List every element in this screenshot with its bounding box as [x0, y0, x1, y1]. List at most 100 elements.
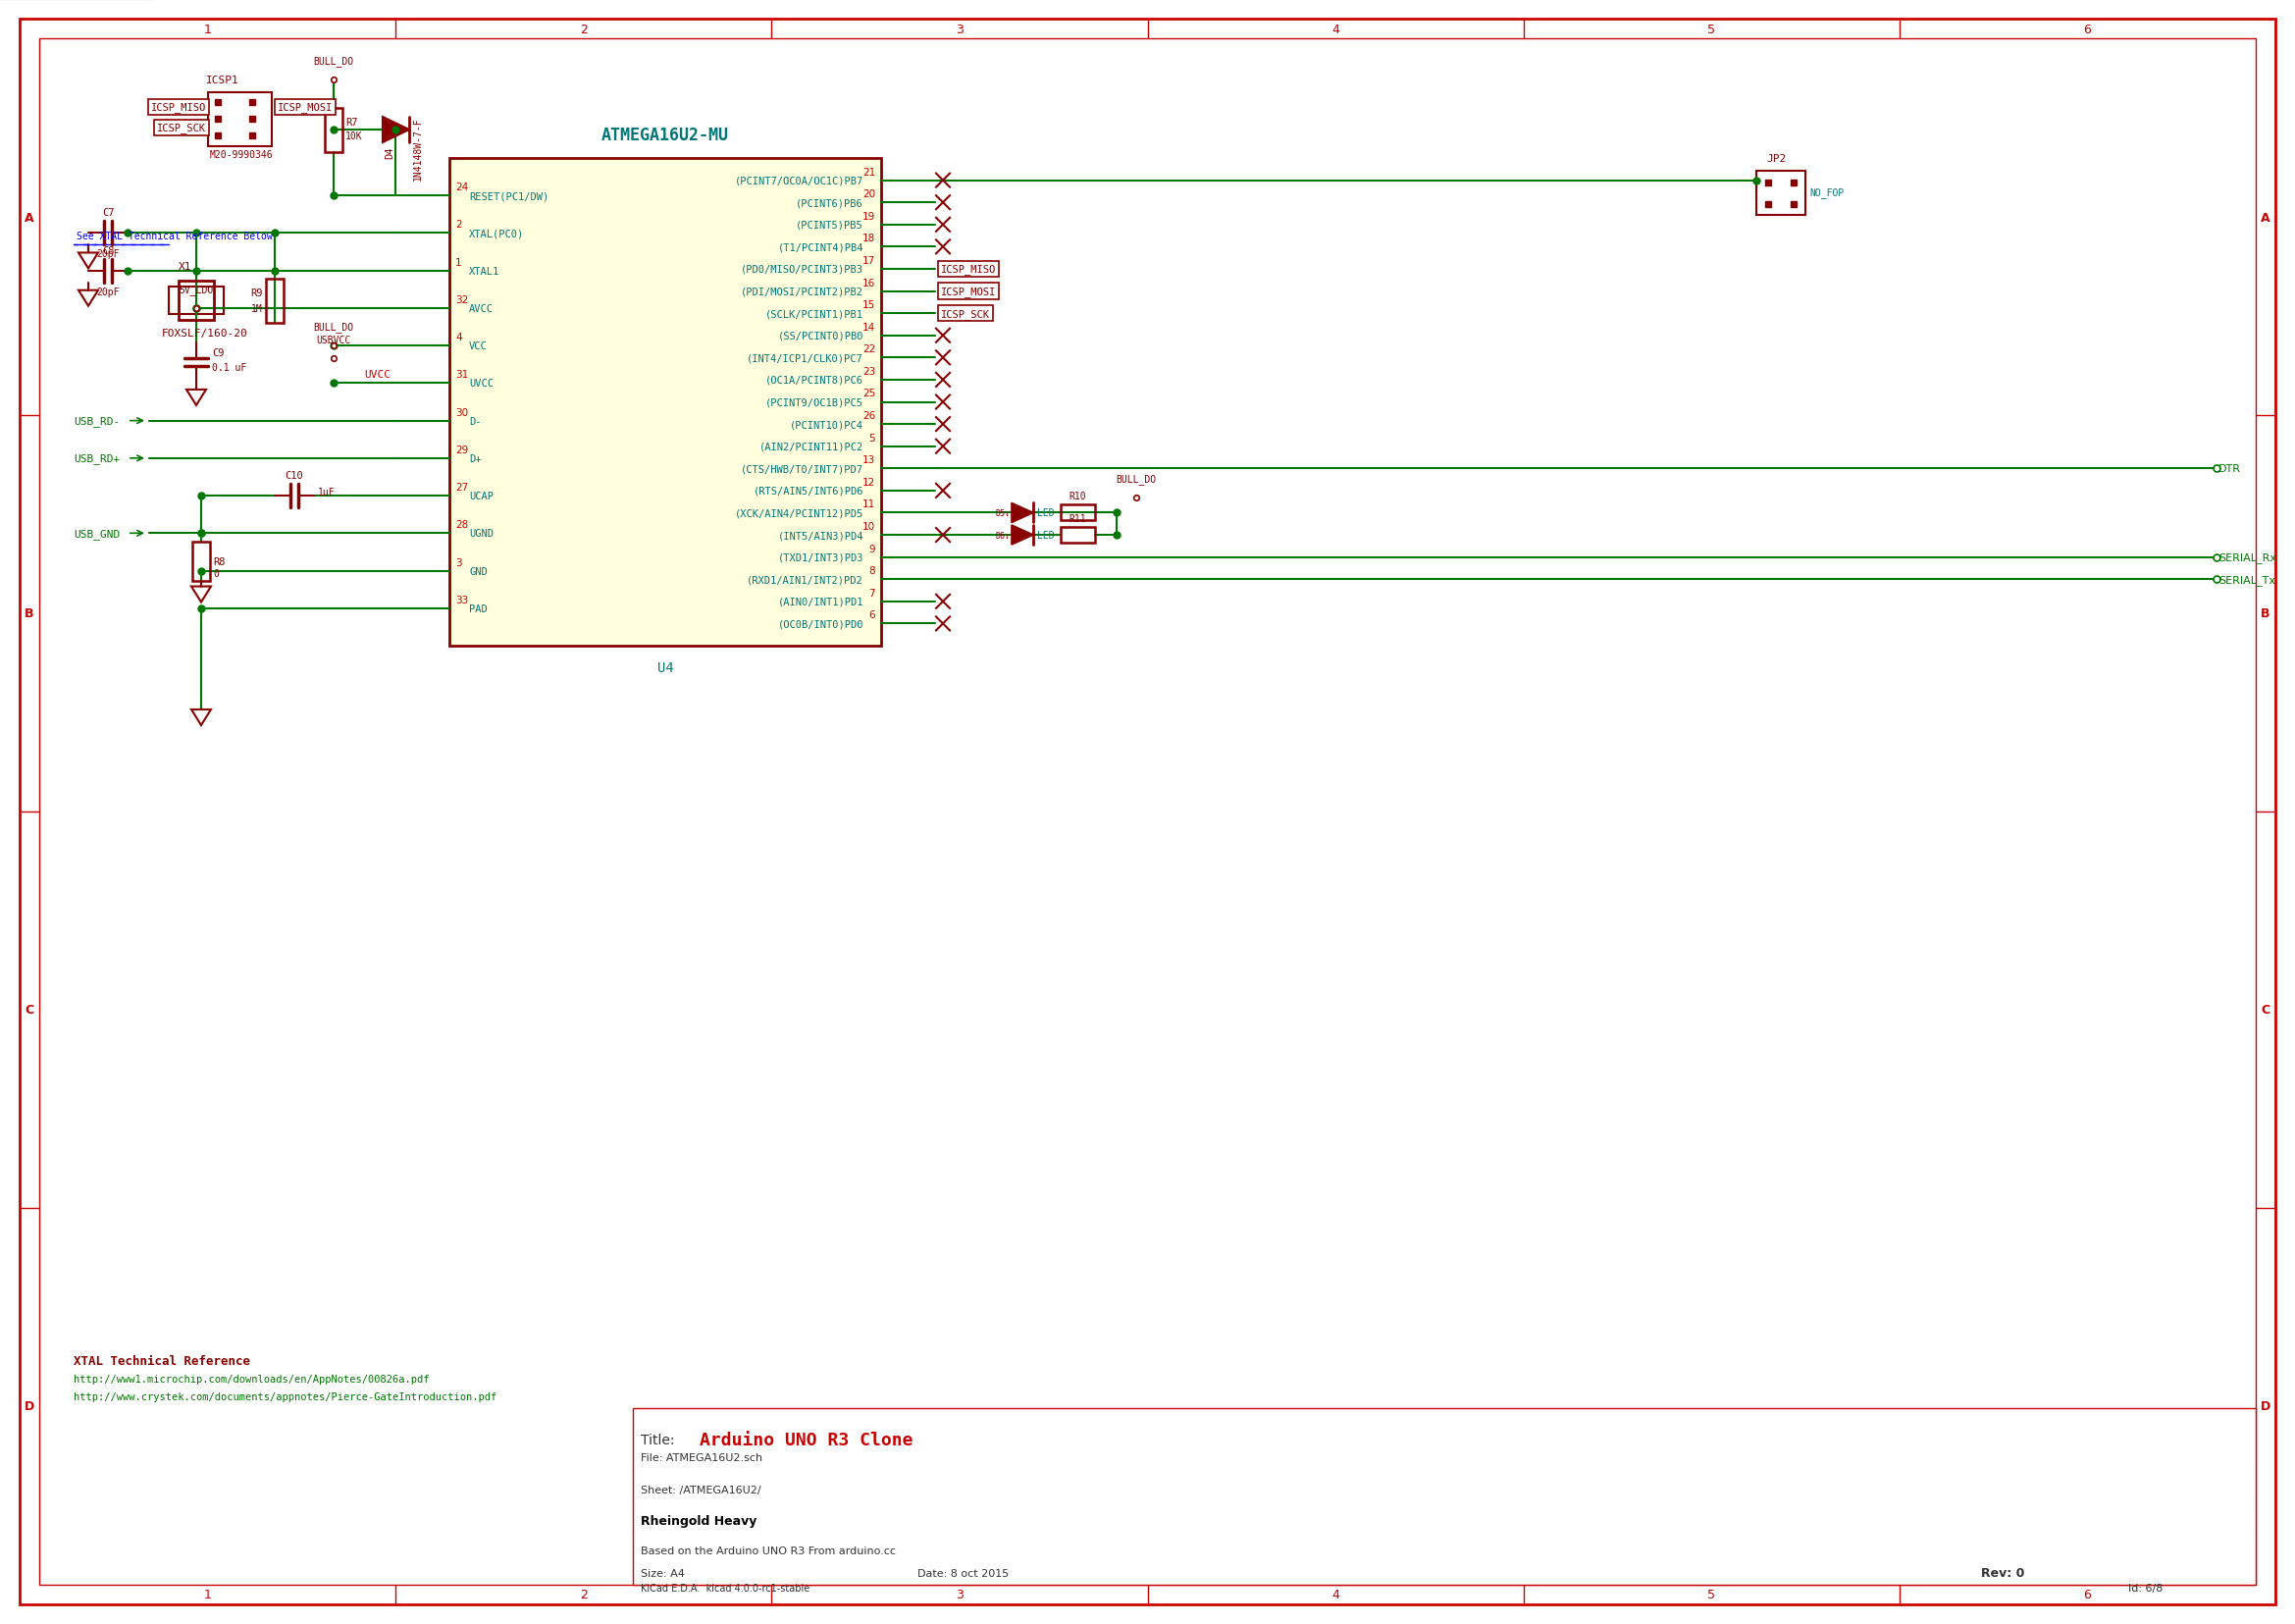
- Text: D-: D-: [468, 416, 482, 425]
- Text: 20pF: 20pF: [96, 287, 119, 297]
- Text: 16: 16: [863, 278, 874, 287]
- Bar: [209, 93, 271, 148]
- Text: Sheet: /ATMEGA16U2/: Sheet: /ATMEGA16U2/: [640, 1484, 762, 1494]
- Text: 29: 29: [454, 445, 468, 455]
- Text: 0.1 uF: 0.1 uF: [211, 362, 246, 372]
- Text: C: C: [2261, 1004, 2270, 1017]
- Text: (PD0/MISO/PCINT3)PB3: (PD0/MISO/PCINT3)PB3: [741, 265, 863, 274]
- Text: C8: C8: [101, 245, 115, 255]
- Text: XTAL1: XTAL1: [468, 266, 500, 276]
- Text: 3: 3: [955, 23, 964, 36]
- Text: SERIAL_Rx: SERIAL_Rx: [2219, 552, 2277, 564]
- Text: (CTS/HWB/T0/INT7)PD7: (CTS/HWB/T0/INT7)PD7: [741, 464, 863, 474]
- Text: SERIAL_Tx: SERIAL_Tx: [2219, 575, 2274, 585]
- Bar: [1060, 528, 1095, 544]
- Text: USB_RD+: USB_RD+: [73, 453, 119, 464]
- Text: AVCC: AVCC: [468, 304, 493, 313]
- Text: PAD: PAD: [468, 604, 487, 614]
- Text: 5: 5: [1707, 1588, 1714, 1601]
- Text: Arduino UNO R3 Clone: Arduino UNO R3 Clone: [700, 1431, 913, 1449]
- Text: JP2: JP2: [1767, 154, 1786, 164]
- Text: (INT4/ICP1/CLK0)PC7: (INT4/ICP1/CLK0)PC7: [746, 354, 863, 364]
- Text: (RTS/AIN5/INT6)PD6: (RTS/AIN5/INT6)PD6: [753, 486, 863, 495]
- Text: UCAP: UCAP: [468, 492, 493, 502]
- Text: 30: 30: [454, 408, 468, 417]
- Polygon shape: [1012, 526, 1033, 546]
- Text: 2: 2: [581, 23, 588, 36]
- Text: ICSP_MISO: ICSP_MISO: [941, 265, 996, 274]
- Text: UVCC: UVCC: [468, 378, 493, 388]
- Text: File: ATMEGA16U2.sch: File: ATMEGA16U2.sch: [640, 1452, 762, 1462]
- Text: R7: R7: [344, 117, 358, 128]
- Text: UVCC: UVCC: [365, 370, 390, 380]
- Text: USB_GND: USB_GND: [73, 528, 119, 539]
- Bar: [633, 1408, 2256, 1585]
- Text: (TXD1/INT3)PD3: (TXD1/INT3)PD3: [778, 552, 863, 562]
- Text: 7: 7: [870, 588, 874, 598]
- Text: A: A: [25, 211, 34, 224]
- Text: R10: R10: [1069, 492, 1086, 502]
- Text: 23: 23: [863, 367, 874, 377]
- Text: Title:: Title:: [640, 1432, 679, 1447]
- Text: D5↓: D5↓: [996, 508, 1010, 518]
- Text: (RXD1/AIN1/INT2)PD2: (RXD1/AIN1/INT2)PD2: [746, 575, 863, 585]
- Text: (AIN0/INT1)PD1: (AIN0/INT1)PD1: [778, 598, 863, 607]
- Text: 5: 5: [1707, 23, 1714, 36]
- Text: 13: 13: [863, 455, 874, 464]
- Text: 10: 10: [863, 521, 874, 531]
- Text: Id: 6/8: Id: 6/8: [2127, 1583, 2162, 1593]
- Text: 3: 3: [454, 557, 461, 567]
- Text: 6: 6: [870, 611, 874, 620]
- Text: 1: 1: [204, 1588, 211, 1601]
- Text: 0: 0: [213, 568, 218, 578]
- Text: http://www1.microchip.com/downloads/en/AppNotes/00826a.pdf: http://www1.microchip.com/downloads/en/A…: [73, 1374, 429, 1384]
- Text: 1uF: 1uF: [319, 487, 335, 497]
- Text: D: D: [2261, 1400, 2270, 1413]
- Bar: [179, 281, 213, 320]
- Text: 1M: 1M: [252, 304, 264, 313]
- Text: BULL_DO: BULL_DO: [1115, 474, 1157, 486]
- Text: (SS/PCINT0)PB0: (SS/PCINT0)PB0: [778, 331, 863, 341]
- Text: 22: 22: [863, 344, 874, 354]
- Text: A: A: [2261, 211, 2270, 224]
- Text: 25: 25: [863, 388, 874, 398]
- Text: 5: 5: [870, 434, 874, 443]
- Text: D4: D4: [386, 146, 395, 159]
- Text: ATMEGA16U2-MU: ATMEGA16U2-MU: [601, 127, 730, 145]
- Text: 11: 11: [863, 500, 874, 510]
- Text: (PCINT9/OC1B)PC5: (PCINT9/OC1B)PC5: [764, 398, 863, 408]
- Text: (PCINT5)PB5: (PCINT5)PB5: [796, 221, 863, 231]
- Text: ICSP_MOSI: ICSP_MOSI: [278, 102, 333, 114]
- Text: See XTAL Technical Reference Below: See XTAL Technical Reference Below: [76, 231, 273, 242]
- Text: R9: R9: [250, 289, 264, 299]
- Text: 21: 21: [863, 167, 874, 177]
- Text: 8: 8: [870, 567, 874, 577]
- Text: ICSP_SCK: ICSP_SCK: [156, 123, 207, 133]
- Bar: [450, 159, 881, 646]
- Text: UGND: UGND: [468, 529, 493, 539]
- Text: DTR: DTR: [2219, 464, 2240, 474]
- Text: X1: X1: [179, 261, 190, 271]
- Text: 6: 6: [2084, 23, 2091, 36]
- Text: 3: 3: [955, 1588, 964, 1601]
- Text: (T1/PCINT4)PB4: (T1/PCINT4)PB4: [778, 242, 863, 252]
- Polygon shape: [383, 117, 409, 143]
- Text: 26: 26: [863, 411, 874, 421]
- Text: R11: R11: [1069, 513, 1086, 523]
- Text: 1: 1: [454, 258, 461, 268]
- Text: 5V_LDO: 5V_LDO: [179, 284, 213, 296]
- Text: 2: 2: [581, 1588, 588, 1601]
- Text: 1: 1: [204, 23, 211, 36]
- Bar: [326, 109, 342, 153]
- Text: C7: C7: [101, 208, 115, 218]
- Text: (OC0B/INT0)PD0: (OC0B/INT0)PD0: [778, 619, 863, 628]
- Text: 20pF: 20pF: [96, 250, 119, 260]
- Text: B: B: [2261, 607, 2270, 620]
- Text: BULL_DO: BULL_DO: [314, 55, 353, 67]
- Text: XTAL(PC0): XTAL(PC0): [468, 229, 523, 239]
- Text: R8: R8: [213, 557, 225, 567]
- Text: (PCINT6)PB6: (PCINT6)PB6: [796, 198, 863, 208]
- Text: NO_FOP: NO_FOP: [1808, 188, 1843, 198]
- Text: Date: 8 oct 2015: Date: 8 oct 2015: [918, 1569, 1010, 1579]
- Text: 15: 15: [863, 300, 874, 310]
